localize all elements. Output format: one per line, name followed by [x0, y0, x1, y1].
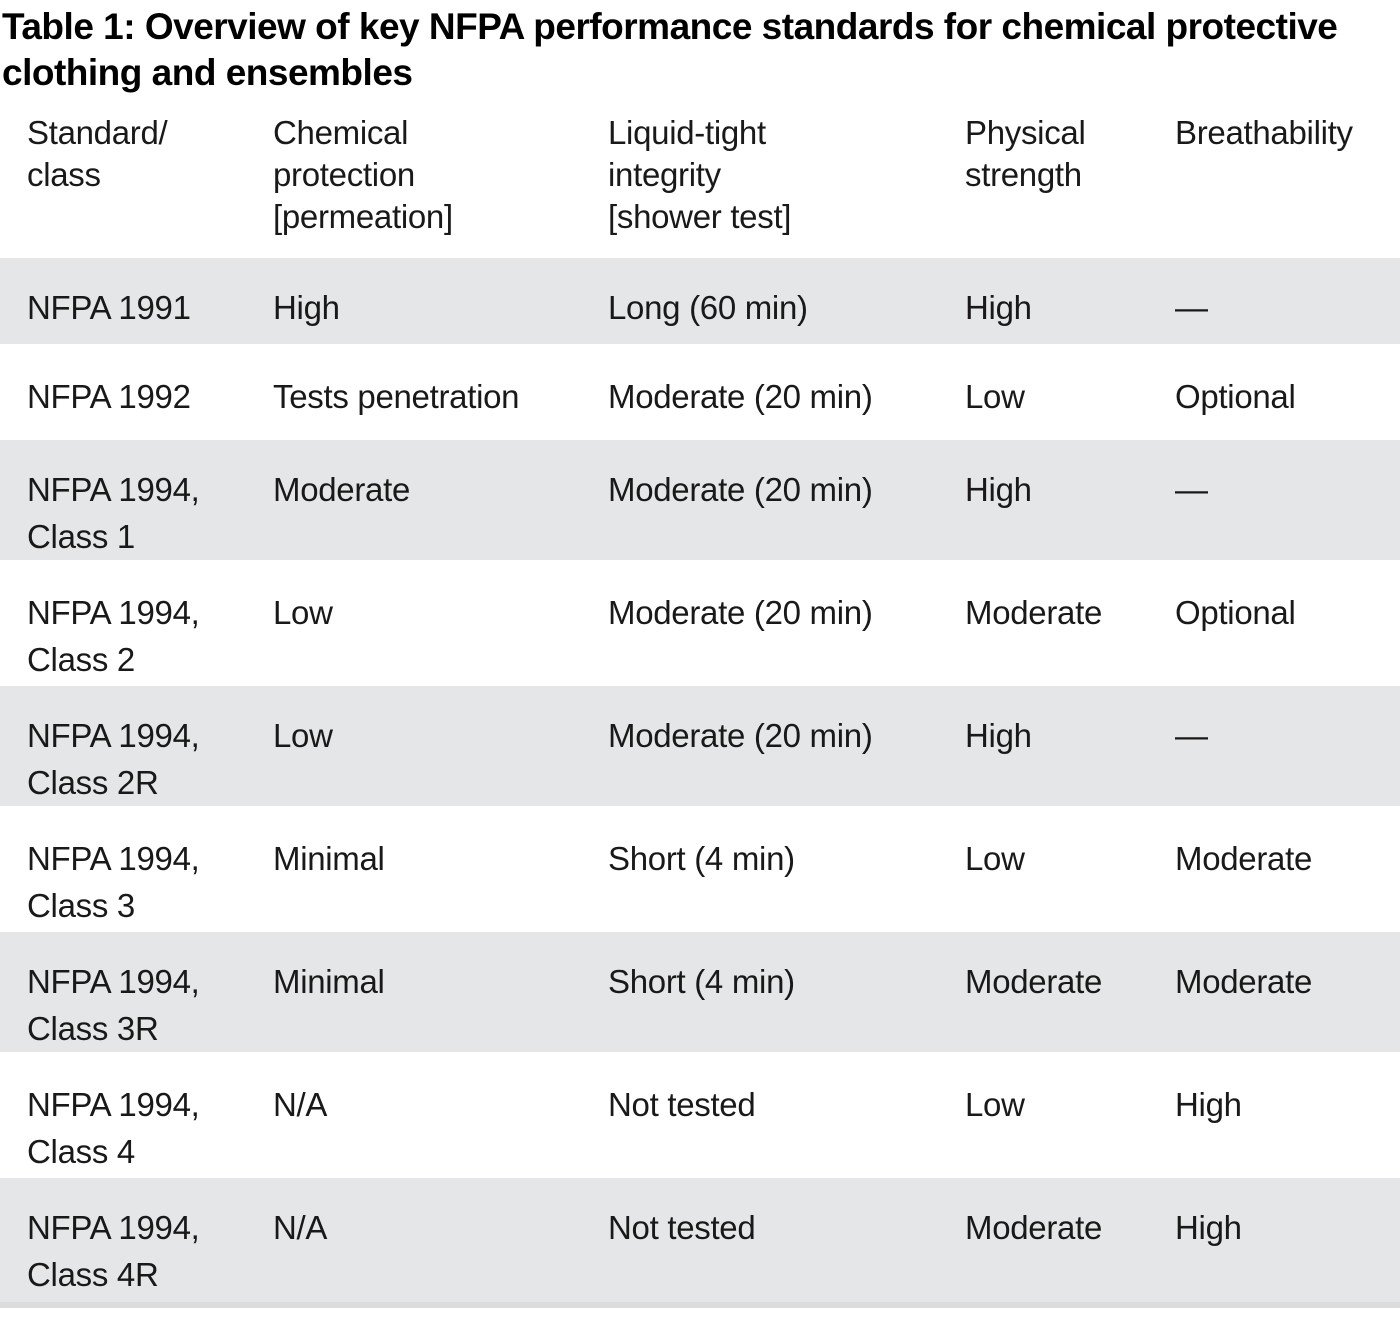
cell-standard: NFPA 1994, Class 2 — [27, 593, 200, 678]
cell-breathability: Moderate — [1175, 962, 1313, 1000]
cell-physical-strength: Moderate — [965, 593, 1103, 631]
cell-physical-strength: Low — [965, 839, 1025, 877]
cell-physical-strength: High — [965, 470, 1032, 508]
cell-breathability: Optional — [1175, 377, 1296, 415]
cell-physical-strength: Moderate — [965, 962, 1103, 1000]
cell-liquid-tight-integrity: Moderate (20 min) — [608, 716, 873, 754]
column-header-standard-class: Standard/ class — [27, 114, 168, 193]
column-header-liquid-tight-integrity: Liquid-tight integrity [shower test] — [608, 114, 792, 235]
cell-breathability: Moderate — [1175, 839, 1313, 877]
cell-physical-strength: High — [965, 716, 1032, 754]
cell-chemical-protection: Low — [273, 593, 333, 631]
header-row: Standard/ class Chemical protection [per… — [0, 96, 1400, 258]
cell-physical-strength: High — [965, 289, 1032, 326]
cell-chemical-protection: N/A — [273, 1208, 328, 1246]
cell-chemical-protection: Minimal — [273, 962, 385, 1000]
cell-standard: NFPA 1994, Class 2R — [27, 716, 200, 801]
cell-standard: NFPA 1994, Class 3 — [27, 839, 200, 924]
cell-breathability: — — [1175, 289, 1208, 326]
table-bottom-border — [0, 1302, 1400, 1308]
cell-breathability: — — [1175, 716, 1208, 754]
cell-breathability: Optional — [1175, 593, 1296, 631]
cell-standard: NFPA 1991 — [27, 289, 191, 326]
table-row-nfpa-1994-class-4: NFPA 1994, Class 4 N/A Not tested Low Hi… — [0, 1053, 1400, 1176]
table-row-nfpa-1992: NFPA 1992 Tests penetration Moderate (20… — [0, 345, 1400, 438]
cell-liquid-tight-integrity: Moderate (20 min) — [608, 593, 873, 631]
cell-standard: NFPA 1992 — [27, 377, 191, 415]
column-header-breathability: Breathability — [1175, 114, 1353, 151]
cell-liquid-tight-integrity: Moderate (20 min) — [608, 377, 873, 415]
cell-physical-strength: Moderate — [965, 1208, 1103, 1246]
cell-breathability: High — [1175, 1208, 1242, 1246]
cell-physical-strength: Low — [965, 377, 1025, 415]
cell-liquid-tight-integrity: Short (4 min) — [608, 839, 795, 877]
column-header-physical-strength: Physical strength — [965, 114, 1086, 193]
cell-liquid-tight-integrity: Not tested — [608, 1085, 756, 1123]
table-row-nfpa-1994-class-4r: NFPA 1994, Class 4R N/A Not tested Moder… — [0, 1176, 1400, 1302]
cell-standard: NFPA 1994, Class 3R — [27, 962, 200, 1047]
table-row-nfpa-1994-class-1: NFPA 1994, Class 1 Moderate Moderate (20… — [0, 438, 1400, 561]
table-row-nfpa-1994-class-2r: NFPA 1994, Class 2R Low Moderate (20 min… — [0, 684, 1400, 807]
cell-breathability: High — [1175, 1085, 1242, 1123]
column-header-chemical-protection: Chemical protection [permeation] — [273, 114, 453, 235]
table-row-nfpa-1994-class-2: NFPA 1994, Class 2 Low Moderate (20 min)… — [0, 561, 1400, 684]
table-row-nfpa-1994-class-3r: NFPA 1994, Class 3R Minimal Short (4 min… — [0, 930, 1400, 1053]
nfpa-standards-table: Standard/ class Chemical protection [per… — [0, 96, 1400, 1302]
cell-chemical-protection: Low — [273, 716, 333, 754]
cell-chemical-protection: High — [273, 289, 340, 326]
document-page: Table 1: Overview of key NFPA performanc… — [0, 4, 1400, 1308]
cell-liquid-tight-integrity: Moderate (20 min) — [608, 470, 873, 508]
table-body: NFPA 1991 High Long (60 min) High — NFPA… — [0, 258, 1400, 1302]
table-row-nfpa-1994-class-3: NFPA 1994, Class 3 Minimal Short (4 min)… — [0, 807, 1400, 930]
cell-liquid-tight-integrity: Long (60 min) — [608, 289, 808, 326]
table-title: Table 1: Overview of key NFPA performanc… — [2, 6, 1338, 93]
cell-standard: NFPA 1994, Class 1 — [27, 470, 200, 555]
table-header: Standard/ class Chemical protection [per… — [0, 96, 1400, 258]
cell-chemical-protection: Moderate — [273, 470, 411, 508]
cell-liquid-tight-integrity: Short (4 min) — [608, 962, 795, 1000]
cell-physical-strength: Low — [965, 1085, 1025, 1123]
cell-breathability: — — [1175, 470, 1208, 508]
cell-liquid-tight-integrity: Not tested — [608, 1208, 756, 1246]
cell-standard: NFPA 1994, Class 4 — [27, 1085, 200, 1170]
cell-chemical-protection: Tests penetration — [273, 377, 520, 415]
table-row-nfpa-1991: NFPA 1991 High Long (60 min) High — — [0, 258, 1400, 345]
cell-chemical-protection: Minimal — [273, 839, 385, 877]
cell-standard: NFPA 1994, Class 4R — [27, 1208, 200, 1293]
cell-chemical-protection: N/A — [273, 1085, 328, 1123]
